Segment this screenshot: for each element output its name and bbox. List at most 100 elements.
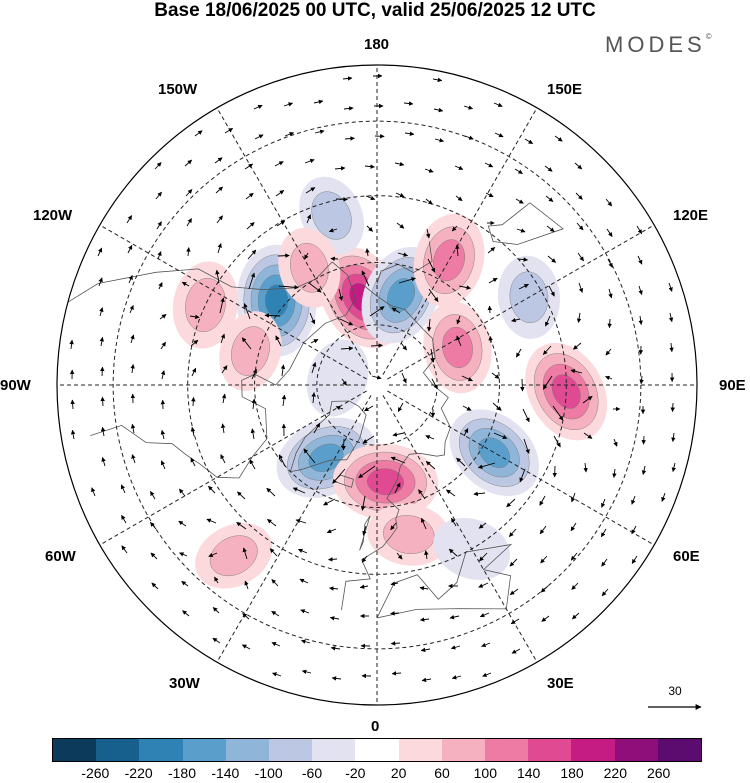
wind-vector (400, 342, 407, 351)
wind-vector (364, 164, 375, 169)
wind-vector (267, 518, 277, 527)
wind-vector (97, 247, 103, 257)
wind-vector (613, 438, 618, 447)
wind-vector (511, 317, 521, 323)
wind-vector (542, 345, 552, 355)
wind-vector (487, 247, 496, 254)
wind-vector (128, 274, 133, 284)
wind-vector (523, 438, 530, 454)
colorbar-tick-label: -100 (254, 765, 283, 781)
meridian (216, 395, 372, 663)
wind-vector (280, 364, 286, 377)
wind-vector (516, 228, 526, 233)
wind-vector (284, 132, 295, 137)
wind-vector (600, 528, 607, 538)
wind-vector (522, 408, 530, 423)
wind-vector (639, 375, 644, 385)
wind-vector (509, 588, 519, 596)
wind-vector (451, 225, 458, 232)
latitude-circle (112, 120, 642, 650)
wind-vector (249, 459, 256, 470)
map-title: Base 18/06/2025 00 UTC, valid 25/06/2025… (154, 0, 596, 21)
wind-vector (281, 394, 287, 407)
wind-vector (638, 285, 643, 296)
wind-vector (544, 165, 553, 172)
lon-label-60w: 60W (45, 548, 76, 565)
wind-vector (264, 313, 281, 318)
wind-vector (576, 222, 584, 231)
wind-vector (432, 77, 443, 83)
colorbar-swatch (398, 739, 442, 761)
wind-vector (401, 372, 407, 384)
wind-vector (278, 285, 299, 290)
wind-vector (130, 334, 135, 344)
colorbar-tick-label: 140 (516, 765, 541, 781)
wind-vector (671, 462, 677, 473)
wind-vector (478, 582, 489, 588)
wind-vector (157, 251, 162, 260)
wind-vector (463, 428, 469, 437)
coastline (359, 515, 371, 551)
coastline (67, 261, 348, 303)
wind-vector (130, 363, 135, 374)
vector-scale-label: 30 (668, 684, 682, 698)
wind-vector (331, 676, 342, 681)
wind-vector (184, 159, 193, 167)
wind-vector (369, 306, 385, 317)
colorbar-tick-label: -220 (124, 765, 153, 781)
wind-vector (669, 342, 674, 353)
wind-vector (313, 422, 321, 434)
wind-vector (419, 586, 429, 591)
wind-vector (160, 429, 166, 440)
wind-vector (631, 525, 637, 535)
wind-vector (607, 318, 612, 329)
wind-vector (215, 269, 220, 284)
colorbar-tick-label: 180 (560, 765, 584, 781)
wind-vector (394, 482, 401, 494)
wind-vector (570, 552, 578, 561)
coastline (341, 284, 451, 611)
wind-vector (248, 272, 256, 290)
wind-vector (605, 375, 613, 381)
wind-vector (250, 428, 256, 440)
wind-vector (326, 528, 337, 534)
wind-vector (424, 550, 429, 560)
wind-vector (488, 335, 493, 344)
wind-vector (612, 468, 617, 478)
wind-vector (359, 584, 369, 589)
wind-vector (328, 557, 338, 562)
wind-vector (219, 297, 225, 314)
wind-vector (492, 402, 502, 411)
wind-vector (461, 375, 473, 382)
wind-vector (178, 520, 187, 527)
anomaly-high-kamchatka (413, 213, 485, 307)
wind-vector (329, 586, 339, 591)
wind-vector (276, 220, 286, 227)
colorbar-tick-label: 260 (646, 765, 671, 781)
wind-vector (242, 547, 248, 560)
wind-vector (571, 582, 579, 590)
wind-vector (121, 514, 127, 524)
wind-vector (342, 76, 353, 81)
wind-vector (547, 255, 557, 263)
wind-vector (277, 253, 290, 258)
wind-vector (278, 454, 286, 467)
anomaly-high-atlantic (195, 522, 273, 589)
wind-vector (330, 256, 339, 262)
wind-vector (189, 314, 200, 320)
coastline (487, 202, 564, 245)
wind-vector (583, 432, 593, 439)
colorbar-swatch (269, 739, 313, 761)
wind-vector (455, 195, 463, 202)
wind-vector (539, 495, 546, 506)
wind-vector (601, 498, 606, 508)
wind-vector (160, 341, 166, 350)
colorbar-swatch (139, 739, 183, 761)
wind-vector (396, 552, 403, 560)
wind-vector (427, 258, 436, 273)
lon-label-60e: 60E (673, 548, 700, 565)
wind-vector (304, 252, 309, 260)
wind-vector (607, 258, 613, 268)
wind-vector (450, 645, 461, 650)
